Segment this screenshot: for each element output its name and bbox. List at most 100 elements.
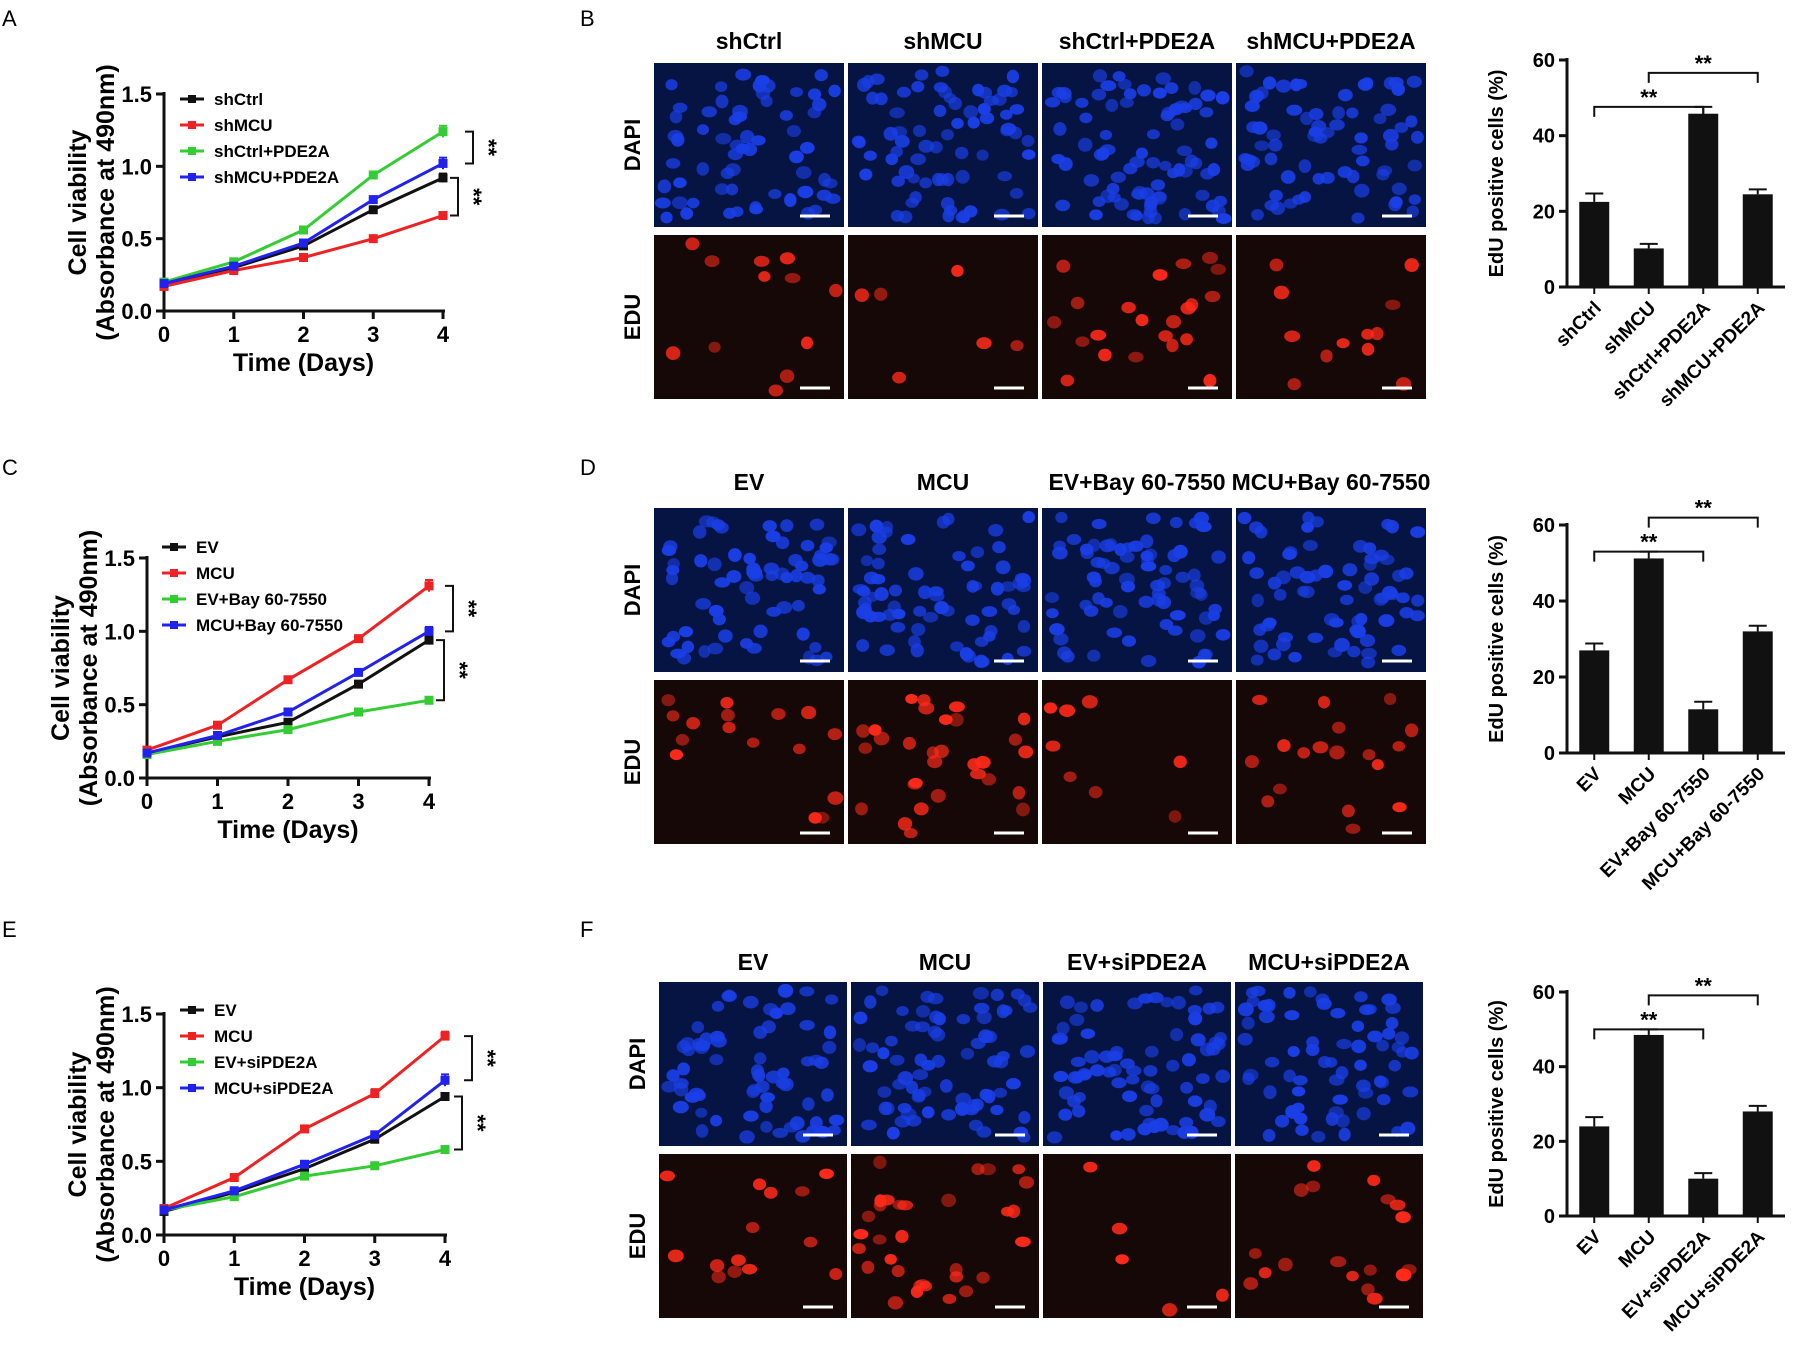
dapi-nucleus xyxy=(1171,995,1186,1010)
edu-nucleus xyxy=(874,287,888,301)
dapi-nucleus xyxy=(877,1047,890,1060)
significance-bracket xyxy=(1647,71,1759,83)
dapi-nucleus xyxy=(669,110,683,124)
dapi-nucleus xyxy=(1052,546,1068,560)
dapi-nucleus xyxy=(1351,1020,1365,1032)
edu-nucleus xyxy=(1261,795,1275,808)
dapi-nucleus xyxy=(1337,580,1353,591)
category-label: MCU+siPDE2A xyxy=(1660,1226,1769,1335)
dapi-nucleus xyxy=(1330,1007,1346,1019)
dapi-nucleus xyxy=(1241,1016,1255,1030)
edu-nucleus xyxy=(704,255,720,268)
x-axis-label: Time (Days) xyxy=(233,349,374,377)
edu-nucleus xyxy=(1392,802,1407,813)
dapi-nucleus xyxy=(1262,1128,1276,1142)
dapi-nucleus xyxy=(710,1114,723,1127)
dapi-nucleus xyxy=(911,80,925,93)
significance-bracket xyxy=(1593,1028,1705,1040)
dapi-nucleus xyxy=(1044,592,1060,604)
dapi-nucleus xyxy=(1354,1059,1367,1071)
dapi-nucleus xyxy=(707,557,722,572)
edu-nucleus xyxy=(981,773,997,786)
dapi-nucleus xyxy=(1188,1011,1203,1026)
dapi-nucleus xyxy=(1275,1114,1290,1128)
edu-nucleus xyxy=(722,721,736,734)
y-tick-label: 60 xyxy=(1533,982,1555,1004)
dapi-nucleus xyxy=(819,542,833,553)
dapi-nucleus xyxy=(1170,118,1185,131)
y-tick-label: 0 xyxy=(1544,1206,1555,1228)
dapi-nucleus xyxy=(1140,534,1154,549)
dapi-nucleus xyxy=(1402,1086,1419,1098)
edu-nucleus xyxy=(1075,336,1090,347)
dapi-nucleus xyxy=(1009,104,1025,115)
edu-nucleus xyxy=(1018,745,1034,759)
dapi-nucleus xyxy=(1388,198,1402,212)
dapi-nucleus xyxy=(948,96,963,111)
dapi-nucleus xyxy=(905,1080,919,1095)
dapi-nucleus xyxy=(971,1098,984,1112)
dapi-nucleus xyxy=(1382,1027,1396,1040)
dapi-nucleus xyxy=(775,536,790,550)
dapi-nucleus xyxy=(1098,1050,1115,1063)
dapi-nucleus xyxy=(1283,986,1296,999)
dapi-nucleus xyxy=(970,546,985,559)
dapi-nucleus xyxy=(1327,647,1343,658)
dapi-nucleus xyxy=(779,110,793,121)
bar xyxy=(1688,1178,1719,1216)
legend-label: MCU+Bay 60-7550 xyxy=(196,616,343,635)
edu-nucleus xyxy=(779,252,796,265)
dapi-nucleus xyxy=(1053,632,1069,646)
y-tick-label: 1.5 xyxy=(121,82,152,107)
dapi-nucleus xyxy=(821,1088,834,1102)
edu-nucleus xyxy=(784,272,801,284)
dapi-nucleus xyxy=(1111,1077,1127,1089)
column-header: shCtrl+PDE2A xyxy=(1059,28,1216,54)
y-tick-label: 60 xyxy=(1533,50,1555,72)
edu-nucleus xyxy=(709,1259,725,1273)
dapi-nucleus xyxy=(1342,563,1358,577)
dapi-nucleus xyxy=(666,1069,680,1082)
dapi-nucleus xyxy=(714,81,728,93)
dapi-nucleus xyxy=(869,73,885,85)
dapi-nucleus xyxy=(818,172,831,187)
dapi-nucleus xyxy=(967,116,980,129)
dapi-nucleus xyxy=(1102,1066,1117,1078)
significance-label: ** xyxy=(447,662,472,680)
data-point xyxy=(354,634,363,644)
significance-bracket xyxy=(454,1095,463,1151)
micrograph-grid-d: DAPI EDU EV MCU EV+Bay 60-7550 MCU+Bay 60-755… xyxy=(620,469,1430,844)
dapi-image xyxy=(851,982,1039,1146)
dapi-nucleus xyxy=(955,1102,970,1116)
dapi-nucleus xyxy=(853,1038,866,1052)
edu-nucleus xyxy=(873,731,890,746)
dapi-nucleus xyxy=(896,1006,909,1017)
dapi-nucleus xyxy=(1143,548,1158,561)
dapi-nucleus xyxy=(1284,1010,1300,1021)
edu-nucleus xyxy=(856,724,871,738)
dapi-nucleus xyxy=(1021,134,1035,147)
edu-nucleus xyxy=(1320,349,1333,363)
dapi-nucleus xyxy=(856,77,872,92)
data-point xyxy=(440,1092,450,1102)
column-header: EV+Bay 60-7550 xyxy=(1048,469,1225,495)
x-tick-label: 2 xyxy=(298,1246,310,1271)
edu-nucleus xyxy=(661,694,676,707)
dapi-nucleus xyxy=(825,994,839,1005)
y-axis-label: (Absorbance at 490nm) xyxy=(92,64,120,340)
dapi-nucleus xyxy=(660,211,673,224)
line-chart-e: 0.0 0.5 1.0 1.5 0 1 2 3 4 Time (Days) Cell viabili… xyxy=(64,986,500,1301)
edu-nucleus xyxy=(1248,1248,1262,1259)
edu-nucleus xyxy=(913,802,929,816)
dapi-nucleus xyxy=(1263,1085,1277,1100)
edu-image xyxy=(1236,235,1426,399)
dapi-nucleus xyxy=(1166,1059,1180,1072)
dapi-nucleus xyxy=(1208,603,1222,615)
dapi-nucleus xyxy=(1145,512,1161,525)
dapi-nucleus xyxy=(1377,165,1393,176)
dapi-nucleus xyxy=(963,105,978,119)
legend-marker xyxy=(188,1084,196,1092)
dapi-nucleus xyxy=(1277,632,1294,643)
edu-nucleus xyxy=(1330,1256,1347,1268)
dapi-nucleus xyxy=(1150,1094,1163,1108)
